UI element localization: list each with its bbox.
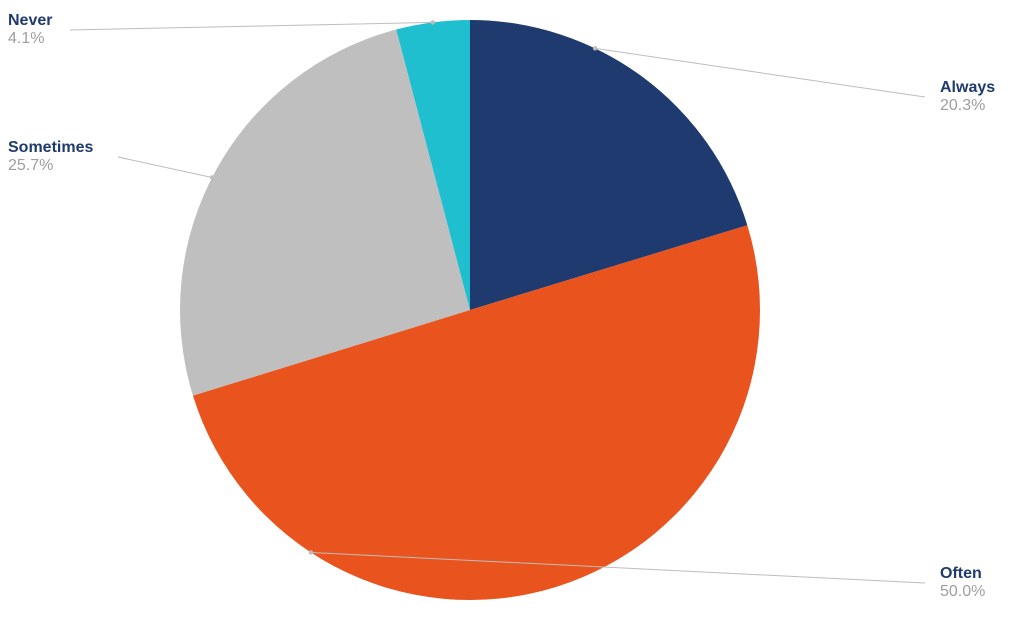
leader-dot-always bbox=[593, 46, 597, 50]
slice-pct-sometimes: 25.7% bbox=[8, 157, 53, 174]
leader-dot-often bbox=[309, 550, 313, 554]
slice-label-sometimes: Sometimes bbox=[8, 139, 93, 156]
slice-pct-always: 20.3% bbox=[940, 97, 985, 114]
slice-label-always: Always bbox=[940, 79, 995, 96]
pie-chart: Always20.3% Often50.0% Sometimes25.7% Never… bbox=[0, 0, 1024, 634]
slice-label-never: Never bbox=[8, 12, 52, 29]
slice-pct-never: 4.1% bbox=[8, 30, 44, 47]
leader-dot-never bbox=[431, 20, 435, 24]
leader-dot-sometimes bbox=[210, 175, 214, 179]
slice-label-often: Often bbox=[940, 565, 982, 582]
slice-pct-often: 50.0% bbox=[940, 583, 985, 600]
